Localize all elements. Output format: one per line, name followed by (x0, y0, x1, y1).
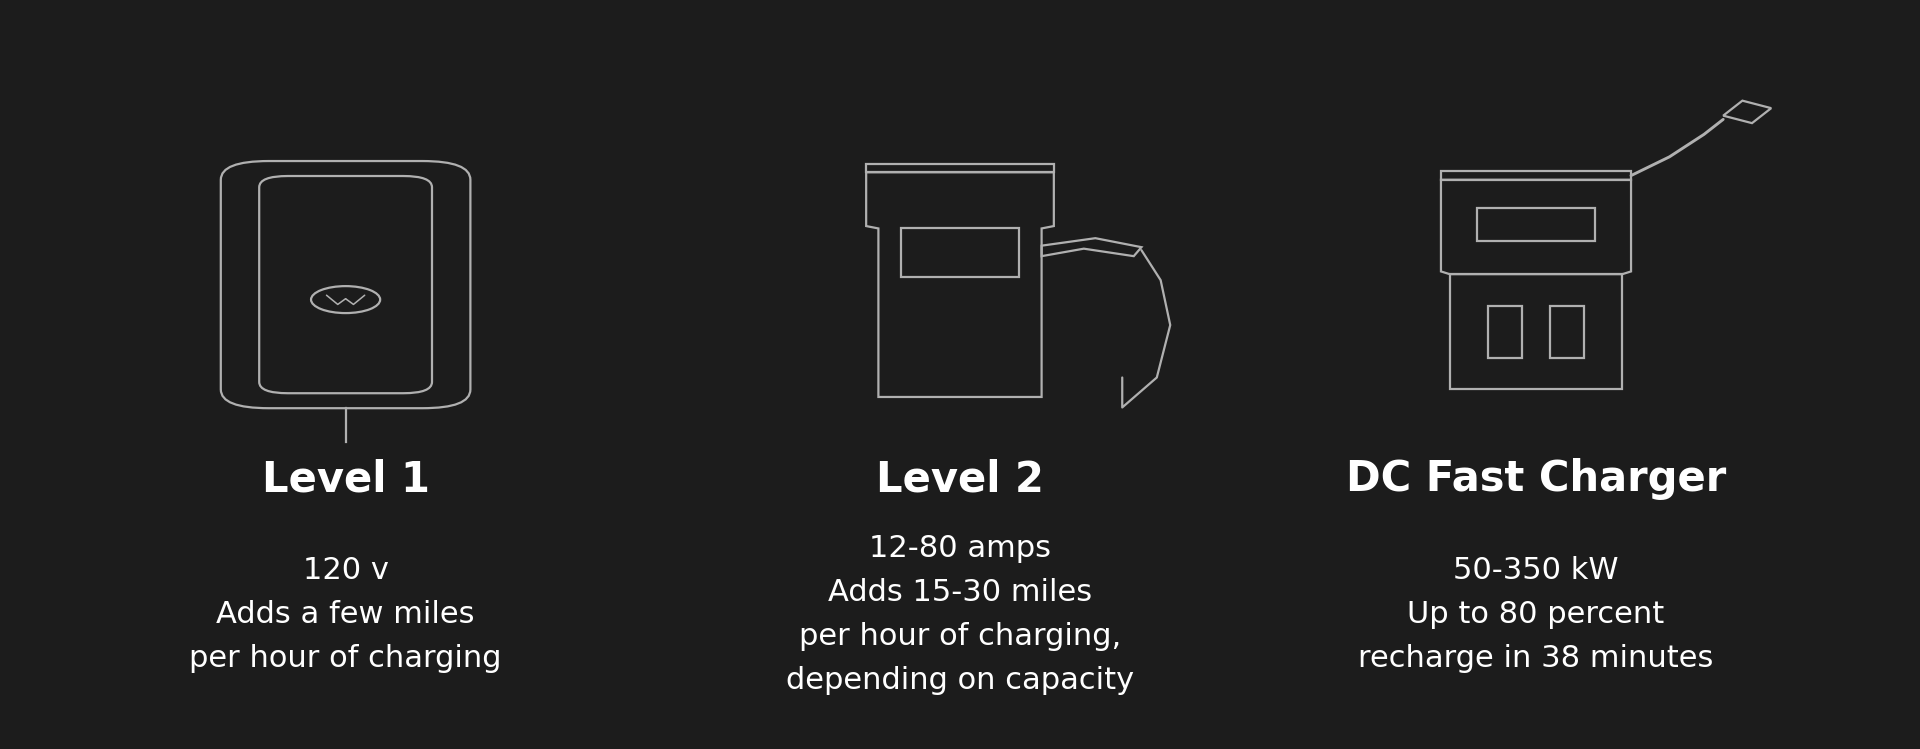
Bar (1450, 274, 1622, 389)
Bar (1488, 306, 1523, 358)
Text: DC Fast Charger: DC Fast Charger (1346, 458, 1726, 500)
Text: Level 1: Level 1 (261, 458, 430, 500)
Bar (1549, 306, 1584, 358)
Text: 120 v
Adds a few miles
per hour of charging: 120 v Adds a few miles per hour of charg… (190, 556, 501, 673)
Text: 50-350 kW
Up to 80 percent
recharge in 38 minutes: 50-350 kW Up to 80 percent recharge in 3… (1357, 556, 1715, 673)
Text: Level 2: Level 2 (876, 458, 1044, 500)
Text: 12-80 amps
Adds 15-30 miles
per hour of charging,
depending on capacity: 12-80 amps Adds 15-30 miles per hour of … (785, 534, 1135, 694)
Bar (900, 228, 1020, 277)
Bar (1440, 172, 1630, 180)
Bar (866, 164, 1054, 172)
Bar (1476, 208, 1596, 241)
